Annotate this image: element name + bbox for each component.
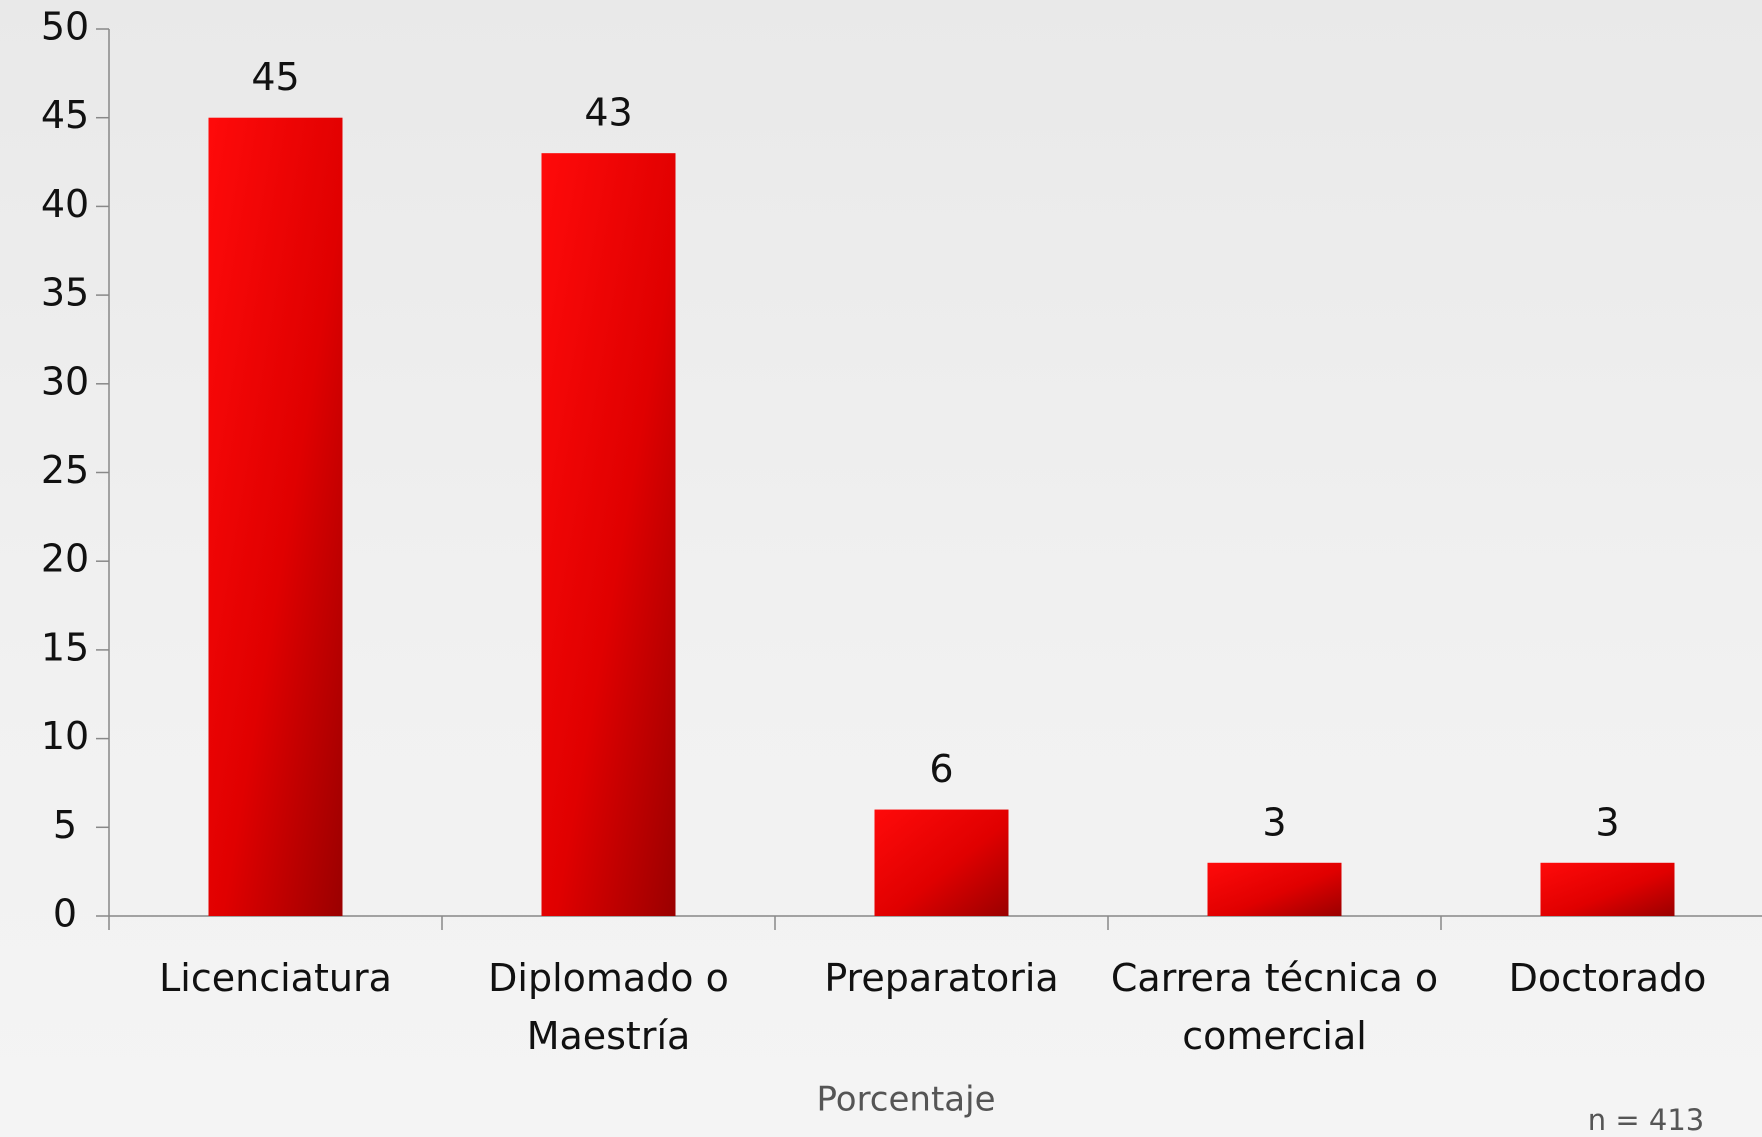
- data-label: 45: [251, 55, 299, 99]
- bar: [541, 153, 676, 916]
- y-tick-label: 25: [41, 448, 89, 492]
- x-tick-label: Carrera técnica o comercial: [1110, 956, 1439, 1058]
- data-label: 3: [1595, 800, 1619, 844]
- y-tick-label: 50: [41, 5, 89, 49]
- y-tick-label: 0: [53, 892, 77, 936]
- data-label: 43: [584, 91, 632, 135]
- y-tick-label: 40: [41, 182, 89, 226]
- x-tick-label: Diplomado o Maestría: [488, 956, 729, 1058]
- y-tick-label: 10: [41, 714, 89, 758]
- bar: [1207, 862, 1342, 916]
- y-tick-label: 5: [53, 803, 77, 847]
- y-tick-label: 15: [41, 625, 89, 669]
- bar: [208, 117, 343, 916]
- y-tick-label: 35: [41, 271, 89, 315]
- y-tick-label: 30: [41, 359, 89, 403]
- bar: [874, 809, 1009, 916]
- x-tick-label: Preparatoria: [824, 956, 1059, 1000]
- x-tick-label: Licenciatura: [159, 956, 392, 1000]
- y-tick-label: 45: [41, 93, 89, 137]
- y-tick-label: 20: [41, 537, 89, 581]
- data-label: 3: [1262, 800, 1286, 844]
- x-tick-label: Doctorado: [1508, 956, 1707, 1000]
- sample-size-note: n = 413: [1588, 1103, 1704, 1137]
- data-label: 6: [929, 747, 953, 791]
- bar: [1540, 862, 1675, 916]
- x-axis-title: Porcentaje: [816, 1080, 995, 1120]
